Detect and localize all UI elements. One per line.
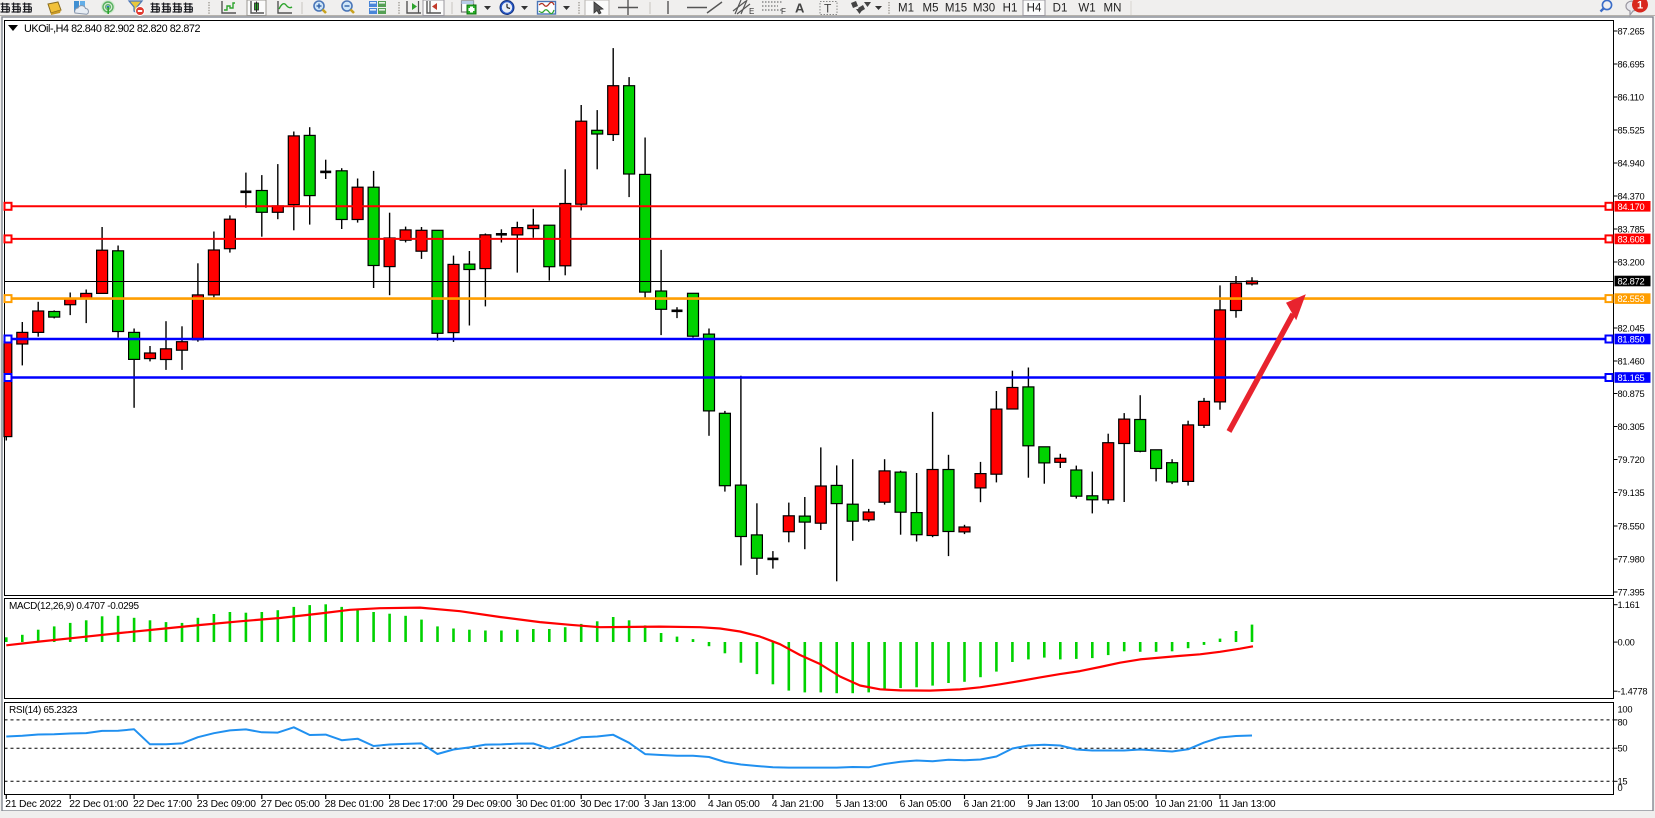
svg-text:F: F — [781, 7, 786, 16]
svg-text:77.395: 77.395 — [1618, 588, 1645, 598]
svg-text:3 Jan 13:00: 3 Jan 13:00 — [644, 799, 696, 810]
svg-text:78.550: 78.550 — [1618, 522, 1645, 532]
svg-text:10 Jan 05:00: 10 Jan 05:00 — [1091, 799, 1149, 810]
svg-text:E: E — [749, 7, 754, 16]
svg-text:28 Dec 01:00: 28 Dec 01:00 — [325, 799, 384, 810]
svg-text:23 Dec 09:00: 23 Dec 09:00 — [197, 799, 256, 810]
svg-text:4 Jan 05:00: 4 Jan 05:00 — [708, 799, 760, 810]
svg-text:81.460: 81.460 — [1618, 357, 1645, 367]
svg-text:9 Jan 13:00: 9 Jan 13:00 — [1027, 799, 1079, 810]
svg-text:100: 100 — [1618, 705, 1633, 715]
svg-text:RSI(14) 65.2323: RSI(14) 65.2323 — [9, 705, 78, 716]
svg-text:82.045: 82.045 — [1618, 324, 1645, 334]
svg-text:77.980: 77.980 — [1618, 555, 1645, 565]
svg-text:22 Dec 01:00: 22 Dec 01:00 — [69, 799, 128, 810]
svg-text:22 Dec 17:00: 22 Dec 17:00 — [133, 799, 192, 810]
svg-text:MACD(12,26,9) 0.4707 -0.0295: MACD(12,26,9) 0.4707 -0.0295 — [9, 601, 140, 612]
svg-text:30 Dec 01:00: 30 Dec 01:00 — [516, 799, 575, 810]
svg-text:10 Jan 21:00: 10 Jan 21:00 — [1155, 799, 1213, 810]
svg-text:50: 50 — [1618, 744, 1628, 754]
svg-text:84.940: 84.940 — [1618, 159, 1645, 169]
svg-text:29 Dec 09:00: 29 Dec 09:00 — [453, 799, 512, 810]
svg-text:A: A — [795, 1, 805, 16]
svg-text:79.135: 79.135 — [1618, 488, 1645, 498]
svg-text:W1: W1 — [1078, 3, 1095, 15]
svg-text:-1.4778: -1.4778 — [1618, 687, 1648, 697]
svg-text:86.695: 86.695 — [1618, 60, 1645, 70]
svg-text:M15: M15 — [945, 3, 967, 15]
svg-text:4 Jan 21:00: 4 Jan 21:00 — [772, 799, 824, 810]
svg-text:T: T — [824, 2, 832, 16]
svg-text:81.165: 81.165 — [1618, 373, 1645, 383]
svg-text:84.370: 84.370 — [1618, 192, 1645, 202]
svg-text:M5: M5 — [923, 3, 939, 15]
svg-text:5 Jan 13:00: 5 Jan 13:00 — [836, 799, 888, 810]
svg-text:83.200: 83.200 — [1618, 258, 1645, 268]
svg-text:82.553: 82.553 — [1618, 294, 1645, 304]
svg-text:MN: MN — [1104, 3, 1122, 15]
svg-text:85.525: 85.525 — [1618, 126, 1645, 136]
svg-text:83.785: 83.785 — [1618, 225, 1645, 235]
svg-text:84.170: 84.170 — [1618, 202, 1645, 212]
svg-text:80.305: 80.305 — [1618, 422, 1645, 432]
svg-text:83.608: 83.608 — [1618, 234, 1645, 244]
svg-text:87.265: 87.265 — [1618, 27, 1645, 37]
svg-text:86.110: 86.110 — [1618, 93, 1644, 103]
svg-text:1: 1 — [1637, 0, 1643, 12]
svg-text:11 Jan 13:00: 11 Jan 13:00 — [1219, 799, 1276, 810]
svg-text:6 Jan 05:00: 6 Jan 05:00 — [900, 799, 952, 810]
svg-text:1.161: 1.161 — [1618, 600, 1640, 610]
svg-text:30 Dec 17:00: 30 Dec 17:00 — [580, 799, 639, 810]
svg-text:80: 80 — [1618, 717, 1628, 727]
svg-text:6 Jan 21:00: 6 Jan 21:00 — [964, 799, 1016, 810]
svg-text:79.720: 79.720 — [1618, 455, 1645, 465]
svg-text:M1: M1 — [898, 3, 914, 15]
svg-text:81.850: 81.850 — [1618, 335, 1645, 345]
svg-text:21 Dec 2022: 21 Dec 2022 — [5, 799, 62, 810]
svg-text:27 Dec 05:00: 27 Dec 05:00 — [261, 799, 320, 810]
svg-text:H1: H1 — [1003, 3, 1018, 15]
svg-text:80.875: 80.875 — [1618, 389, 1645, 399]
svg-text:D1: D1 — [1053, 3, 1068, 15]
svg-text:15: 15 — [1618, 776, 1628, 786]
svg-text:28 Dec 17:00: 28 Dec 17:00 — [389, 799, 448, 810]
svg-text:0.00: 0.00 — [1618, 638, 1635, 648]
svg-text:0: 0 — [1618, 783, 1623, 793]
svg-text:M30: M30 — [973, 3, 995, 15]
svg-text:UKOil-,H4 82.840 82.902 82.82: UKOil-,H4 82.840 82.902 82.820 82.872 — [24, 23, 200, 35]
svg-text:82.872: 82.872 — [1618, 277, 1645, 287]
svg-text:H4: H4 — [1027, 3, 1042, 15]
